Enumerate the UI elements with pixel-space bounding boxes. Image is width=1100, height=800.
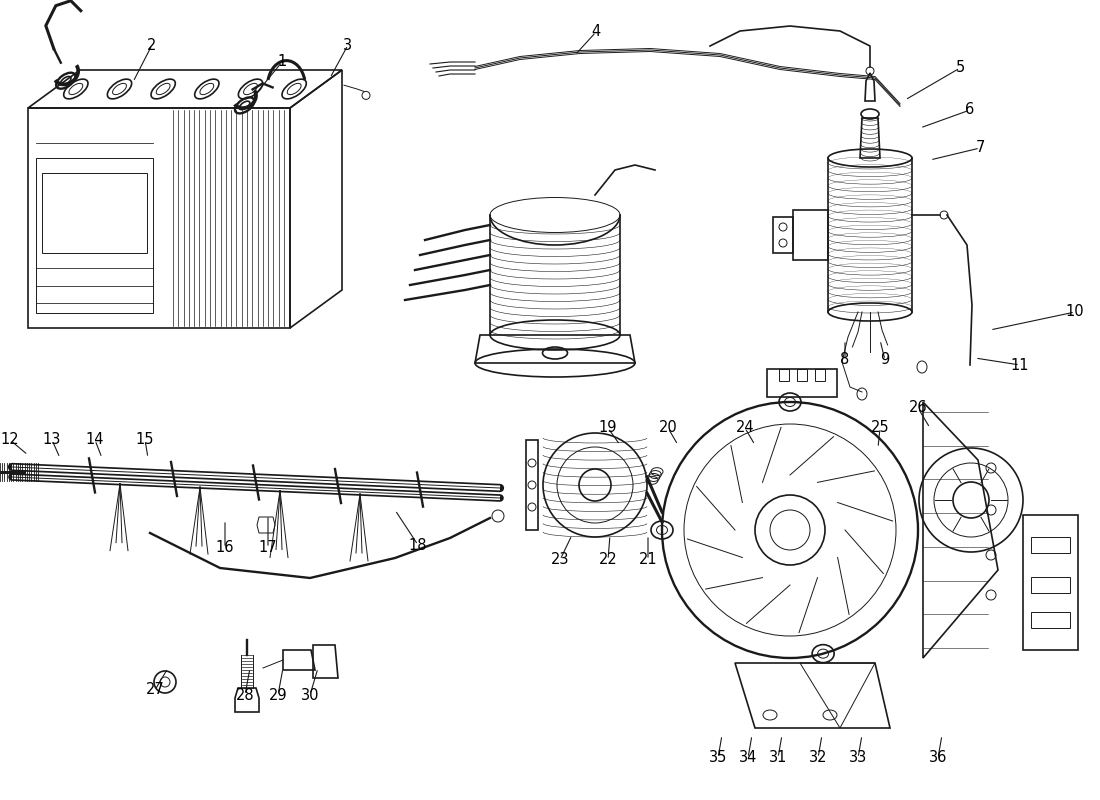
Text: 29: 29 (268, 687, 287, 702)
Text: 15: 15 (135, 433, 154, 447)
Text: 14: 14 (86, 433, 104, 447)
Text: 21: 21 (639, 553, 658, 567)
Text: 1: 1 (277, 54, 287, 70)
Text: 10: 10 (1066, 305, 1085, 319)
Text: 5: 5 (956, 61, 965, 75)
Text: 4: 4 (592, 25, 601, 39)
Text: 13: 13 (43, 433, 62, 447)
Text: 35: 35 (708, 750, 727, 766)
Text: 18: 18 (409, 538, 427, 553)
Text: 17: 17 (258, 541, 277, 555)
Text: 32: 32 (808, 750, 827, 766)
Text: 23: 23 (551, 553, 570, 567)
Text: 3: 3 (343, 38, 353, 53)
Text: 7: 7 (976, 141, 984, 155)
Text: 27: 27 (145, 682, 164, 698)
Bar (779, 369, 789, 381)
Text: 6: 6 (966, 102, 975, 118)
Text: 33: 33 (849, 750, 867, 766)
Text: 25: 25 (871, 421, 889, 435)
Text: 34: 34 (739, 750, 757, 766)
Text: 19: 19 (598, 421, 617, 435)
Text: 20: 20 (659, 421, 678, 435)
Text: 2: 2 (147, 38, 156, 53)
Text: 16: 16 (216, 541, 234, 555)
Text: 9: 9 (880, 353, 890, 367)
Text: 12: 12 (1, 433, 20, 447)
Text: 22: 22 (598, 553, 617, 567)
Text: 31: 31 (769, 750, 788, 766)
Text: 28: 28 (235, 687, 254, 702)
Bar (798, 369, 807, 381)
Bar (815, 369, 825, 381)
Text: 30: 30 (300, 687, 319, 702)
Text: 26: 26 (909, 401, 927, 415)
Text: 8: 8 (840, 353, 849, 367)
Text: 11: 11 (1011, 358, 1030, 373)
Text: 24: 24 (736, 421, 755, 435)
Text: 36: 36 (928, 750, 947, 766)
